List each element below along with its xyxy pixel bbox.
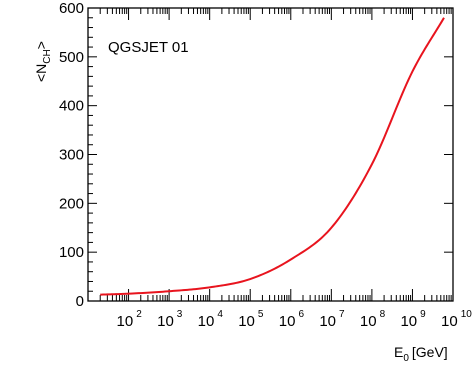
y-tick-label: 500 bbox=[59, 49, 84, 66]
x-tick-label-base: 10 bbox=[157, 313, 174, 330]
x-tick-label-base: 10 bbox=[400, 313, 417, 330]
y-tick-label: 300 bbox=[59, 147, 84, 164]
x-axis-tick-labels: 10 2 10 3 10 4 10 5 10 6 10 7 10 8 10 9 10 10 bbox=[117, 309, 472, 330]
x-tick-label-exponent: 2 bbox=[136, 309, 142, 320]
x-tick-label-exponent: 5 bbox=[258, 309, 264, 320]
y-axis-title: <NCH> bbox=[33, 41, 53, 82]
y-axis-title-main: <N bbox=[33, 64, 49, 82]
x-axis-title: E0 [GeV] bbox=[394, 344, 448, 364]
x-axis-title-sub: 0 bbox=[403, 353, 409, 364]
x-tick-label-exponent: 9 bbox=[420, 309, 426, 320]
y-tick-label: 200 bbox=[59, 195, 84, 212]
x-axis-title-unit: [GeV] bbox=[412, 344, 448, 360]
x-axis-ticks bbox=[87, 8, 452, 301]
y-axis-ticks bbox=[88, 7, 453, 302]
x-tick-label-base: 10 bbox=[198, 313, 215, 330]
x-axis-title-main: E bbox=[394, 344, 403, 360]
x-tick-label: 10 10 bbox=[441, 309, 472, 330]
x-tick-label-exponent: 6 bbox=[298, 309, 304, 320]
x-tick-label: 10 6 bbox=[279, 309, 305, 330]
x-tick-label-exponent: 8 bbox=[380, 309, 386, 320]
y-axis-title-sub: CH bbox=[42, 49, 53, 63]
x-tick-label-base: 10 bbox=[360, 313, 377, 330]
y-tick-label: 600 bbox=[59, 0, 84, 17]
x-tick-label: 10 7 bbox=[319, 309, 345, 330]
x-tick-label-exponent: 7 bbox=[339, 309, 345, 320]
x-tick-label-base: 10 bbox=[238, 313, 255, 330]
x-tick-label-base: 10 bbox=[441, 313, 458, 330]
x-tick-label: 10 3 bbox=[157, 309, 183, 330]
x-tick-label-base: 10 bbox=[117, 313, 134, 330]
x-tick-label: 10 8 bbox=[360, 309, 386, 330]
series-line bbox=[100, 17, 445, 296]
x-tick-label: 10 2 bbox=[117, 309, 143, 330]
y-axis-title-close: > bbox=[33, 41, 49, 49]
x-tick-label-exponent: 10 bbox=[461, 309, 472, 320]
annotation-label: QGSJET 01 bbox=[108, 39, 189, 56]
x-tick-label-base: 10 bbox=[279, 313, 296, 330]
x-tick-label-exponent: 3 bbox=[177, 309, 183, 320]
y-tick-label: 100 bbox=[59, 244, 84, 261]
y-axis-tick-labels: 0 100 200 300 400 500 600 bbox=[59, 0, 84, 310]
y-tick-label: 400 bbox=[59, 98, 84, 115]
x-tick-label: 10 5 bbox=[238, 309, 264, 330]
x-tick-label: 10 9 bbox=[400, 309, 426, 330]
x-tick-label: 10 4 bbox=[198, 309, 224, 330]
y-tick-label: 0 bbox=[76, 293, 84, 310]
x-tick-label-exponent: 4 bbox=[217, 309, 223, 320]
x-tick-label-base: 10 bbox=[319, 313, 336, 330]
